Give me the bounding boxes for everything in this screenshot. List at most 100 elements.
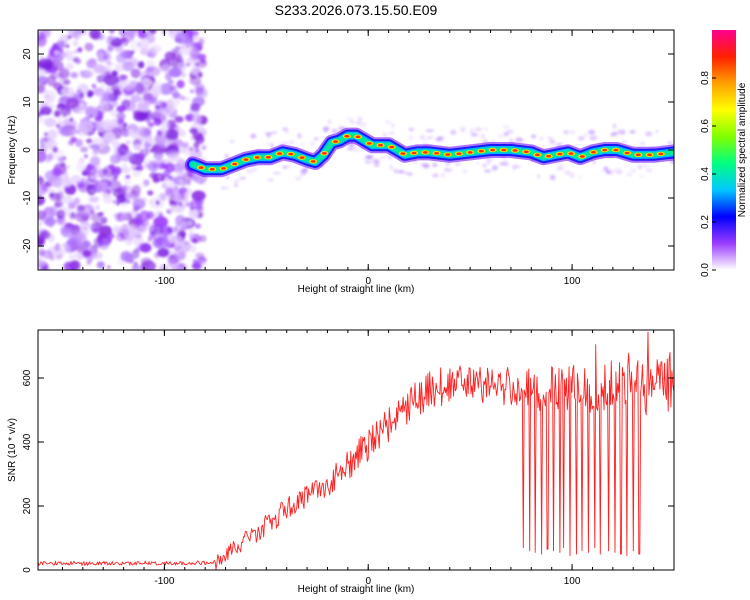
noise-blob — [42, 89, 57, 102]
noise-blob — [108, 164, 115, 170]
noise-blob — [104, 53, 110, 59]
snr-ylabel: SNR (10 * v/v) — [7, 418, 18, 482]
speckle-blob — [568, 130, 576, 135]
speckle-blob — [289, 139, 294, 145]
noise-blob — [197, 71, 203, 78]
noise-blob — [79, 103, 85, 108]
noise-blob — [47, 129, 58, 140]
noise-blobs — [38, 30, 208, 270]
noise-blob — [86, 59, 97, 69]
speckle-blob — [408, 127, 415, 132]
ridge-hotspots — [197, 134, 665, 172]
speckle-blob — [224, 153, 229, 159]
noise-blob — [123, 122, 128, 127]
noise-blob — [104, 71, 112, 79]
noise-blob — [69, 117, 74, 122]
noise-blob — [79, 92, 84, 98]
noise-blob — [163, 106, 178, 118]
hotspot-red — [590, 150, 596, 154]
noise-blob — [51, 167, 63, 177]
hotspot-red — [512, 149, 518, 152]
noise-blob — [48, 175, 64, 187]
noise-blob — [79, 220, 91, 231]
noise-blob — [76, 89, 82, 94]
speckle-blob — [365, 155, 373, 160]
noise-blob — [157, 247, 170, 258]
noise-blob — [147, 190, 154, 196]
speckle-blob — [638, 175, 644, 178]
noise-blob — [112, 200, 118, 204]
speckle-blob — [388, 131, 395, 135]
speckle-blob — [539, 137, 544, 140]
noise-blob — [185, 57, 197, 65]
noise-blob — [142, 129, 152, 137]
colorbar-tick-label: 0.8 — [700, 71, 711, 85]
noise-blob — [189, 209, 199, 219]
noise-blob — [146, 59, 156, 68]
noise-blob — [143, 149, 147, 153]
noise-blob — [120, 37, 127, 43]
noise-blob — [137, 43, 141, 47]
noise-blob — [189, 244, 197, 253]
snr-ytick-label: 200 — [22, 497, 33, 514]
noise-blob — [125, 140, 131, 145]
noise-blob — [102, 119, 114, 131]
noise-blob — [178, 179, 185, 185]
noise-blob — [38, 84, 46, 94]
hotspot-red — [534, 153, 540, 157]
speckle-blob — [509, 138, 513, 143]
speckle-blob — [589, 135, 598, 141]
speckle-blob — [270, 143, 274, 148]
noise-blob — [191, 190, 206, 201]
snr-xtick-label: -100 — [154, 576, 174, 587]
figure-title: S233.2026.073.15.50.E09 — [275, 2, 438, 18]
hotspot-red — [299, 156, 305, 159]
colorbar-tick-label: 0.6 — [700, 119, 711, 133]
speckle-blob — [558, 163, 564, 167]
noise-blob — [124, 253, 135, 264]
noise-blob — [133, 193, 141, 199]
noise-blob — [56, 40, 66, 48]
noise-blob — [155, 118, 160, 122]
noise-blob — [73, 49, 78, 54]
noise-blob — [119, 213, 125, 219]
noise-blob — [57, 157, 65, 163]
spectrogram-xtick-label: 100 — [564, 276, 581, 287]
noise-blob — [189, 127, 199, 134]
hotspot-red — [422, 151, 428, 154]
noise-blob — [153, 108, 162, 118]
speckle-blob — [445, 162, 451, 166]
spectrogram-ytick-label: -20 — [22, 238, 33, 253]
noise-blob — [148, 225, 155, 232]
hotspot-red — [221, 167, 226, 170]
hotspot-red — [243, 158, 249, 161]
noise-blob — [134, 82, 145, 95]
speckle-blob — [419, 135, 425, 139]
speckle-blob — [391, 123, 395, 127]
hotspot-red — [333, 140, 339, 143]
speckle-blob — [531, 134, 537, 139]
speckle-blob — [503, 131, 509, 136]
speckle-blob — [436, 136, 445, 140]
hotspot-red — [647, 153, 653, 157]
noise-blob — [132, 198, 146, 210]
noise-blob — [176, 158, 187, 171]
noise-blob — [176, 80, 185, 89]
snr-ytick-label: 400 — [22, 433, 33, 450]
speckle-blob — [389, 164, 393, 170]
noise-blob — [99, 225, 113, 237]
noise-blob — [178, 190, 185, 195]
speckle-blob — [515, 137, 524, 143]
noise-blob — [105, 104, 112, 112]
noise-blob — [125, 174, 131, 179]
noise-blob — [76, 181, 85, 188]
speckle-blob — [387, 154, 392, 160]
speckle-blob — [233, 179, 240, 183]
spectrogram-marks — [38, 30, 674, 270]
speckle-blob — [444, 167, 449, 172]
speckle-blob — [502, 161, 510, 167]
speckle-blob — [482, 163, 487, 168]
noise-blob — [165, 187, 174, 196]
noise-blob — [148, 30, 157, 35]
noise-blob — [164, 51, 176, 62]
